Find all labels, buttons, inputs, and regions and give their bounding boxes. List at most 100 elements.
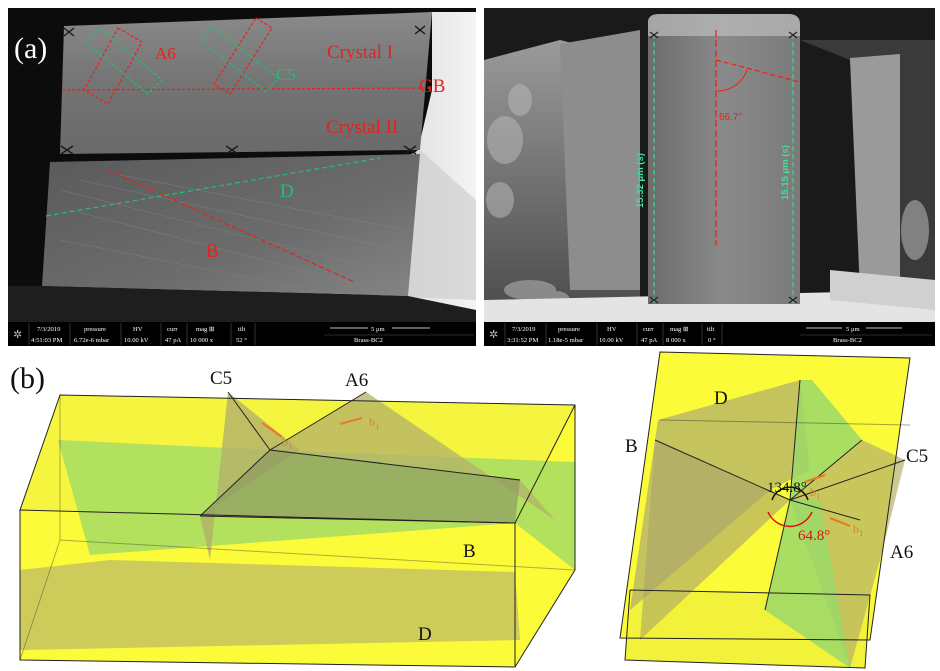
info-left-scale: 5 μm: [371, 326, 385, 333]
label-a6-right: A6: [890, 542, 913, 563]
info-left-dividers: [28, 323, 474, 345]
info-right-pressure-label: pressure: [558, 326, 580, 333]
box-left-edges: [19, 391, 576, 668]
info-right-mag: 8 000 x: [666, 337, 686, 344]
burgers-right-label-2: b: [853, 522, 859, 536]
b-trace-line: [107, 169, 355, 283]
info-right-mag-label: mag ⊞: [670, 326, 689, 333]
sem-left-streaks: [59, 174, 406, 289]
label-crystal-1: Crystal I: [327, 42, 393, 63]
label-c5-right: C5: [906, 446, 928, 467]
info-right-hv-label: HV: [607, 326, 617, 333]
panel-a-label: (a): [14, 32, 47, 65]
label-b-sem: B: [206, 241, 219, 262]
info-left-time: 4:51:03 PM: [31, 337, 62, 344]
burgers-label-1: b: [282, 435, 288, 449]
angle-arc-134: [771, 486, 809, 501]
label-angle-66: 66.7°: [719, 112, 742, 123]
info-right-hv: 10.00 kV: [599, 337, 624, 344]
box-right-edges: [619, 351, 911, 669]
crystal-model-left: b I b I C5 A6 B D: [19, 368, 576, 668]
info-left-sample: Brass-BC2: [354, 337, 383, 344]
sem-image-left: A6 C5 Crystal I GB Crystal II D B ✲ 7/3/…: [8, 8, 476, 346]
sem-left-overlays: A6 C5 Crystal I GB Crystal II D B: [45, 17, 445, 283]
label-a6-sem: A6: [155, 44, 176, 63]
info-right-sample: Brass-BC2: [833, 337, 862, 344]
label-d-left: D: [418, 624, 432, 645]
plane-a6-right: [790, 440, 905, 668]
burgers-label-2: b: [369, 415, 375, 429]
burgers-right-sub-1: I: [817, 492, 820, 501]
info-left-pressure-label: pressure: [84, 326, 106, 333]
burgers-right-label-1: b: [810, 485, 816, 499]
plane-green-lower-right: [765, 500, 850, 668]
label-angle-134: 134.8°: [767, 480, 807, 496]
sem-right-right-grains: [901, 200, 929, 260]
label-a6-left: A6: [345, 370, 368, 391]
info-left-tilt-label: tilt: [238, 326, 245, 333]
info-right-scale: 5 μm: [846, 326, 860, 333]
burgers-vector-right-2: [829, 516, 851, 528]
label-b-left: B: [463, 541, 476, 562]
slip-trace-line: [715, 59, 801, 83]
label-d-sem: D: [280, 181, 294, 202]
c5-trace-box-1: [85, 27, 163, 95]
crystal-model-right: b I b I D B C5 A6 134.8° 64.8°: [619, 351, 928, 669]
label-crystal-2: Crystal II: [326, 117, 398, 138]
label-height-right: 15.15 μm (s): [780, 145, 791, 200]
sem-left-fiducial-marks: [60, 25, 426, 155]
burgers-sub-1: I: [289, 442, 292, 451]
sem-right-left-wall: [560, 30, 640, 290]
sem-right-info-bar: ✲ 7/3/2019 3:31:52 PM pressure 1.18e-5 m…: [484, 322, 935, 346]
plane-c5-right: [790, 380, 862, 500]
info-right-pressure: 1.18e-5 mbar: [548, 337, 584, 344]
info-left-hv-label: HV: [133, 326, 143, 333]
sem-right-pillar: [648, 14, 800, 304]
label-c5-left: C5: [210, 368, 232, 389]
label-angle-64: 64.8°: [798, 528, 830, 544]
info-right-tilt: 0 °: [708, 337, 716, 344]
info-left-pressure: 6.72e-6 mbar: [74, 337, 110, 344]
sem-right-ledge: [830, 270, 935, 310]
sem-left-info-bar: ✲ 7/3/2019 4:51:03 PM pressure 6.72e-6 m…: [8, 322, 476, 346]
sem-left-lower-face: [42, 154, 420, 296]
info-left-tilt: 52 °: [236, 337, 247, 344]
info-bar-right-bg: [484, 322, 935, 346]
plane-b: [200, 450, 520, 523]
info-right-dividers: [504, 323, 932, 345]
burgers-vector-right-1: [804, 473, 826, 484]
burgers-right-sub-2: I: [860, 529, 863, 538]
info-right-tilt-label: tilt: [707, 326, 714, 333]
angle-arc-66: [717, 69, 748, 92]
panel-b-label: (b): [10, 362, 45, 395]
info-right-time: 3:31:52 PM: [507, 337, 538, 344]
sem-right-fiducial-marks: [649, 31, 798, 304]
info-left-curr: 47 pA: [165, 337, 182, 344]
label-b-right: B: [625, 436, 638, 457]
sem-left-ground: [8, 286, 476, 322]
label-d-right: D: [714, 388, 728, 409]
label-gb: GB: [419, 76, 445, 97]
label-c5-sem: C5: [276, 65, 296, 84]
burgers-vector-c5: [261, 422, 283, 438]
info-left-date: 7/3/2019: [37, 326, 61, 333]
grain-boundary-trace: [61, 87, 431, 91]
info-left-mag-label: mag ⊞: [196, 326, 215, 333]
info-bar-left-bg: [8, 322, 476, 346]
info-right-curr-label: curr: [643, 326, 654, 333]
burgers-sub-2: I: [376, 423, 379, 432]
plane-b-right: [640, 440, 790, 640]
label-height-left: 15.32 μm (s): [635, 153, 646, 208]
angle-arc-64: [767, 511, 813, 528]
sem-right-pillar-top: [648, 14, 800, 36]
info-left-hv: 10.00 kV: [124, 337, 149, 344]
a6-trace-box-2: [213, 17, 273, 95]
sem-right-base: [484, 290, 935, 322]
info-right-curr: 47 pA: [641, 337, 658, 344]
sem-right-right-wall: [850, 54, 900, 290]
sem-image-right: 66.7° 15.32 μm (s) 15.15 μm (s) ✲ 7/3/20…: [484, 8, 935, 346]
info-right-date: 7/3/2019: [512, 326, 536, 333]
plane-d: [20, 560, 520, 650]
info-left-mag: 10 000 x: [190, 337, 214, 344]
